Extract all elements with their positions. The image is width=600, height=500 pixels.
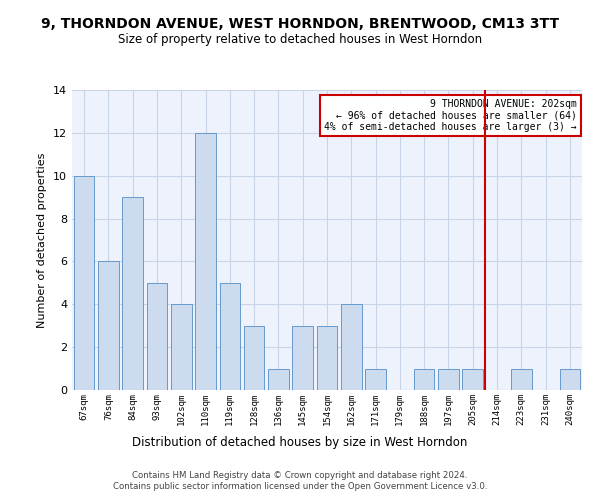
- Bar: [317, 326, 337, 390]
- Bar: [365, 368, 386, 390]
- Text: Size of property relative to detached houses in West Horndon: Size of property relative to detached ho…: [118, 32, 482, 46]
- Bar: [341, 304, 362, 390]
- Bar: [220, 283, 240, 390]
- Bar: [414, 368, 434, 390]
- Text: Contains HM Land Registry data © Crown copyright and database right 2024.: Contains HM Land Registry data © Crown c…: [132, 470, 468, 480]
- Bar: [74, 176, 94, 390]
- Bar: [560, 368, 580, 390]
- Text: 9 THORNDON AVENUE: 202sqm
← 96% of detached houses are smaller (64)
4% of semi-d: 9 THORNDON AVENUE: 202sqm ← 96% of detac…: [324, 99, 577, 132]
- Text: 9, THORNDON AVENUE, WEST HORNDON, BRENTWOOD, CM13 3TT: 9, THORNDON AVENUE, WEST HORNDON, BRENTW…: [41, 18, 559, 32]
- Bar: [98, 262, 119, 390]
- Bar: [146, 283, 167, 390]
- Bar: [122, 197, 143, 390]
- Bar: [463, 368, 483, 390]
- Bar: [292, 326, 313, 390]
- Bar: [195, 133, 216, 390]
- Bar: [244, 326, 265, 390]
- Bar: [511, 368, 532, 390]
- Bar: [268, 368, 289, 390]
- Text: Distribution of detached houses by size in West Horndon: Distribution of detached houses by size …: [133, 436, 467, 449]
- Text: Contains public sector information licensed under the Open Government Licence v3: Contains public sector information licen…: [113, 482, 487, 491]
- Y-axis label: Number of detached properties: Number of detached properties: [37, 152, 47, 328]
- Bar: [438, 368, 459, 390]
- Bar: [171, 304, 191, 390]
